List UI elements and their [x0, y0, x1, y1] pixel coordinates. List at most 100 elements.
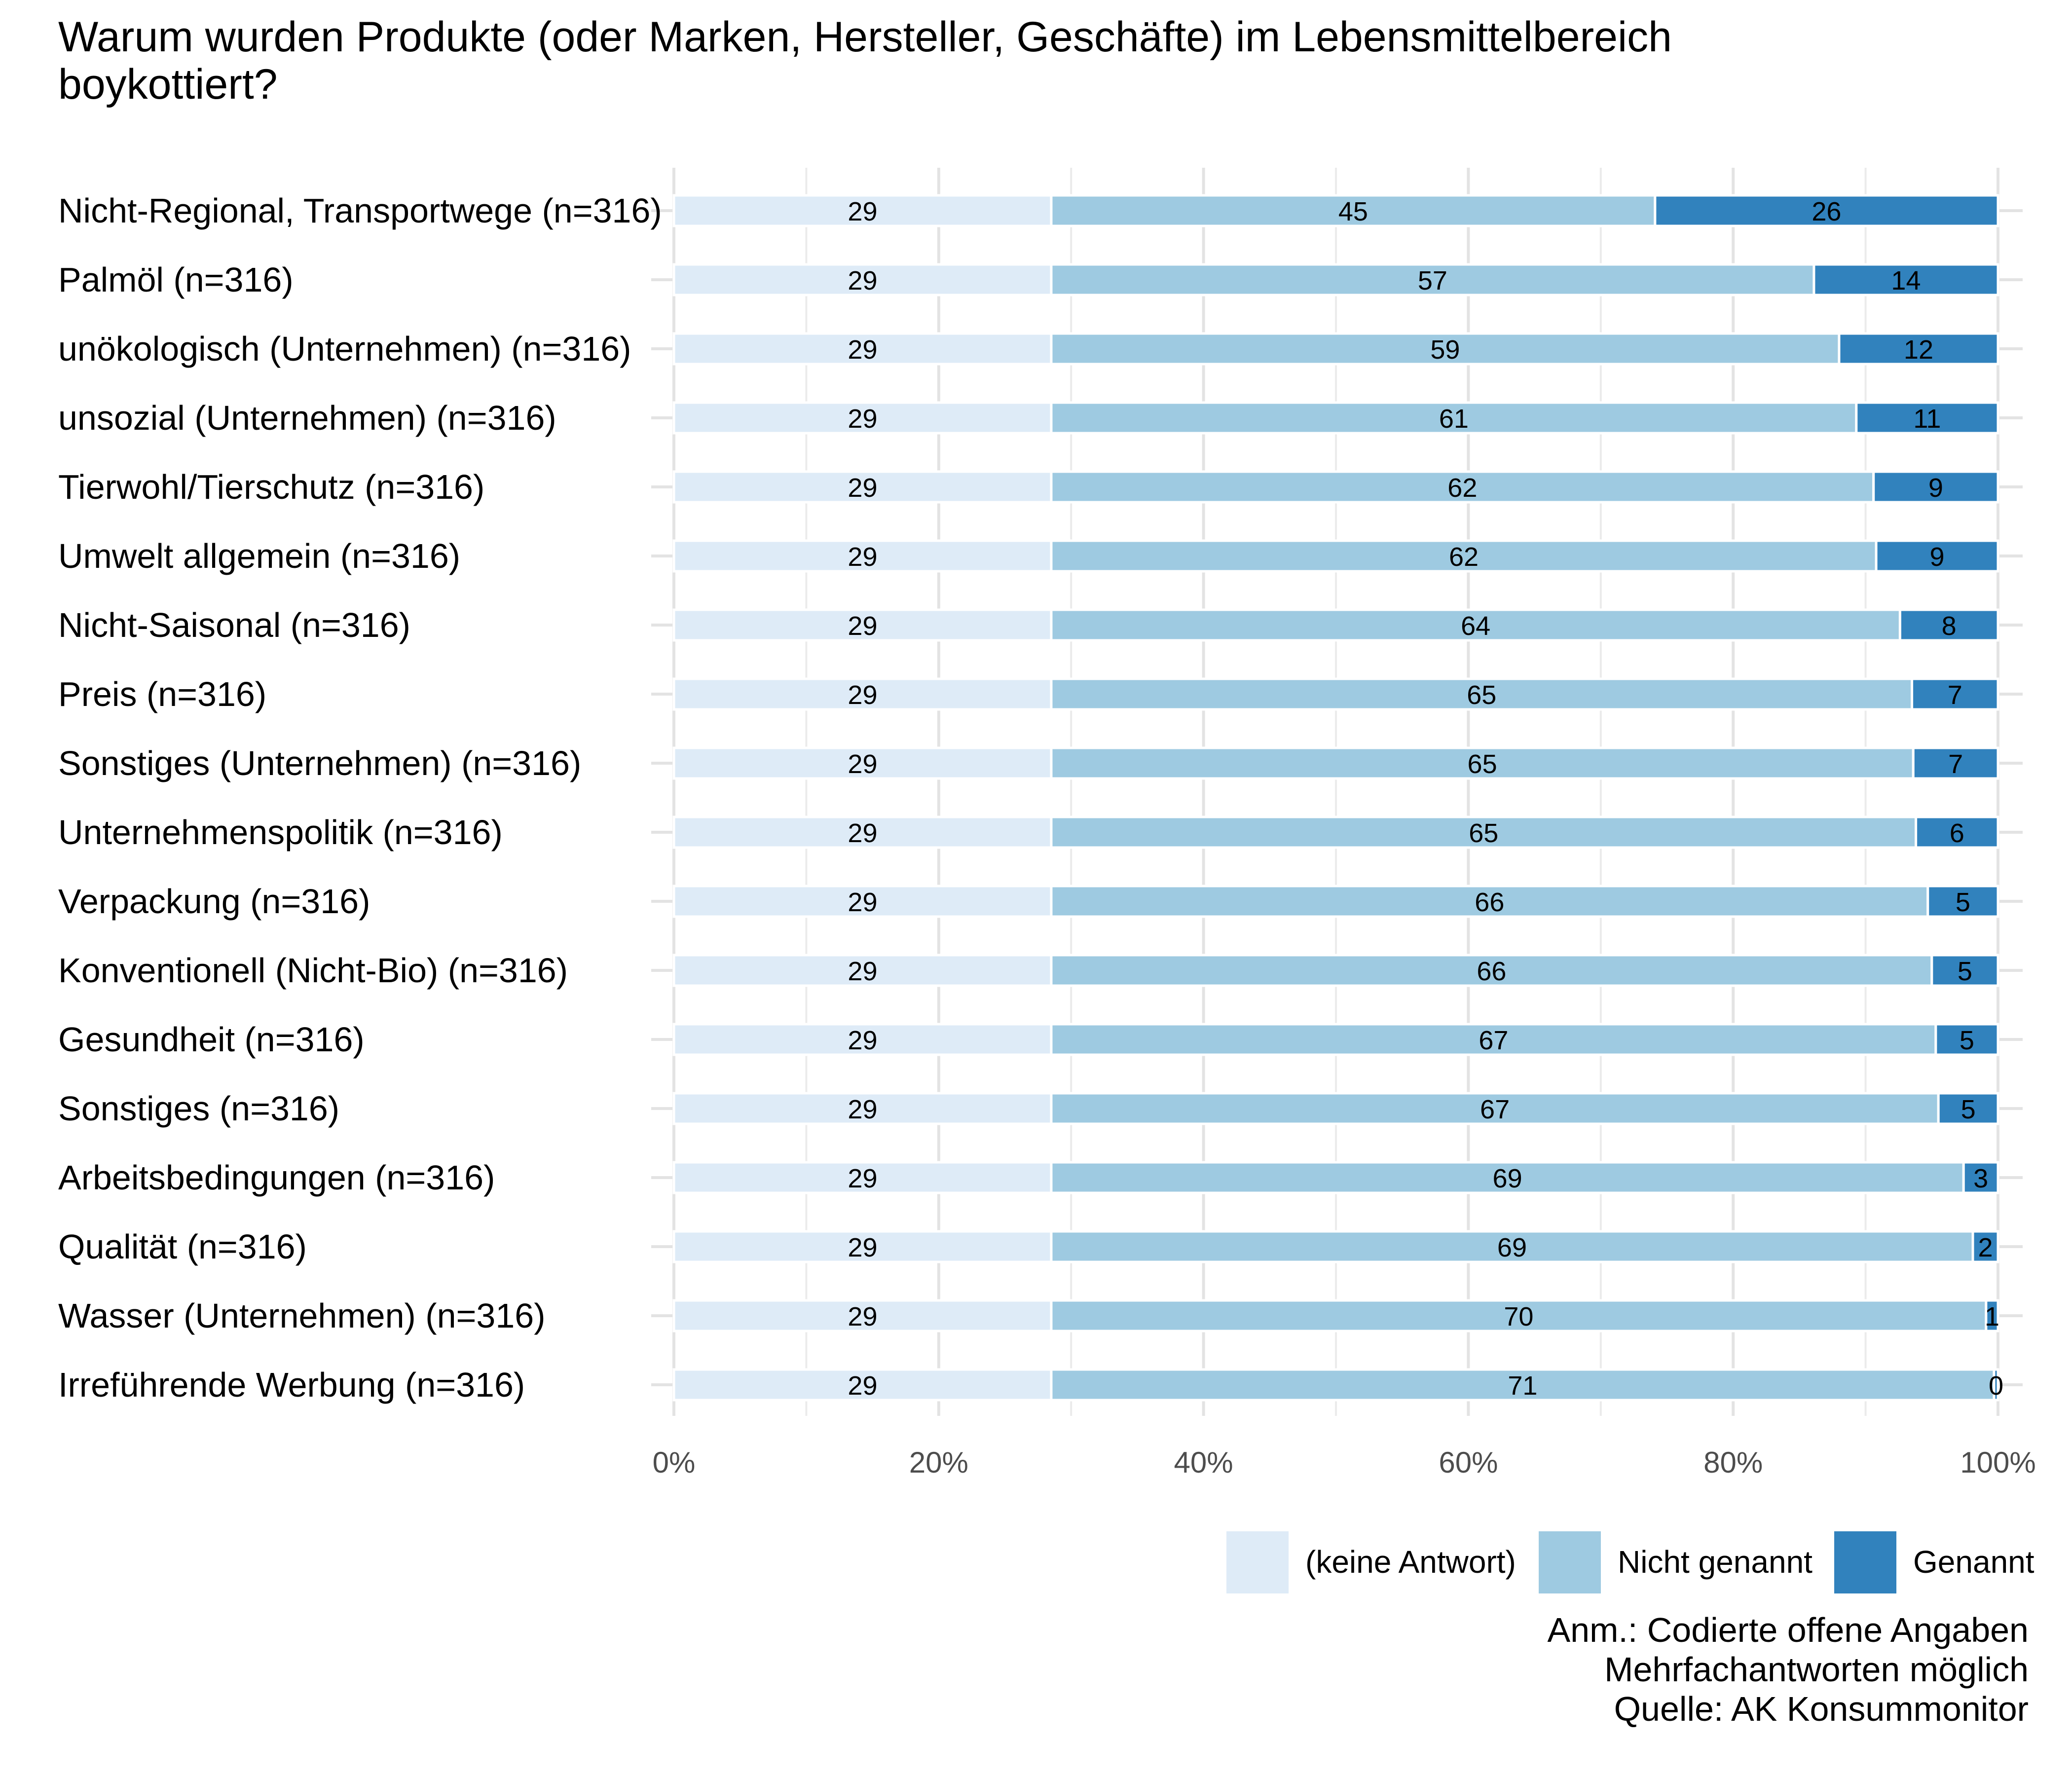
bar-value-label: 70 — [1504, 1302, 1533, 1332]
note-line-3: Quelle: AK Konsummonitor — [1614, 1690, 2029, 1728]
bar-value-label: 71 — [1508, 1371, 1537, 1401]
bar-value-label: 59 — [1430, 335, 1460, 365]
bar-segment-keine-antwort — [672, 1368, 1053, 1402]
legend-swatch — [1539, 1531, 1601, 1593]
bar-segment-genannt — [1912, 746, 1999, 780]
x-tick-label: 0% — [653, 1446, 696, 1479]
bar-value-label: 64 — [1461, 611, 1490, 641]
bar-value-label: 61 — [1439, 404, 1469, 434]
bar-value-label: 29 — [848, 335, 877, 365]
x-tick-label: 60% — [1439, 1446, 1498, 1479]
bar-segment-nicht-genannt — [1050, 1161, 1965, 1194]
bar-segment-nicht-genannt — [1050, 332, 1841, 366]
bar-value-label: 29 — [848, 888, 877, 917]
x-tick-label: 20% — [909, 1446, 968, 1479]
bar-segment-genannt — [1911, 677, 1999, 711]
bar-value-label: 29 — [848, 542, 877, 572]
bar-value-label: 29 — [848, 1095, 877, 1124]
bar-value-label: 9 — [1930, 542, 1945, 572]
category-label: Nicht-Regional, Transportwege (n=316) — [58, 191, 662, 230]
bar-segment-keine-antwort — [672, 539, 1053, 573]
bar-segment-genannt — [1872, 470, 1999, 504]
bar-segment-nicht-genannt — [1050, 401, 1858, 435]
bar-value-label: 29 — [848, 749, 877, 779]
bar-segment-nicht-genannt — [1050, 608, 1901, 642]
bar-value-label: 29 — [848, 1233, 877, 1262]
bar-segment-keine-antwort — [672, 1023, 1053, 1056]
bar-value-label: 62 — [1449, 542, 1479, 572]
bar-value-label: 7 — [1948, 680, 1962, 710]
bar-value-label: 11 — [1913, 404, 1941, 434]
category-label: unökologisch (Unternehmen) (n=316) — [58, 330, 631, 368]
category-labels: Nicht-Regional, Transportwege (n=316) Pal… — [58, 191, 662, 1404]
bar-segment-nicht-genannt — [1050, 539, 1878, 573]
bar-segment-nicht-genannt — [1050, 194, 1657, 227]
bar-segment-keine-antwort — [672, 1299, 1053, 1332]
note-line-1: Anm.: Codierte offene Angaben — [1547, 1611, 2029, 1649]
bar-value-label: 29 — [848, 197, 877, 226]
chart-title: Warum wurden Produkte (oder Marken, Hers… — [58, 13, 1672, 108]
bar-value-label: 29 — [848, 1026, 877, 1055]
bar-value-label: 65 — [1467, 680, 1496, 710]
bar-segment-genannt — [1875, 539, 1999, 573]
bar-segment-genannt — [1930, 954, 1999, 987]
bar-value-label: 65 — [1469, 818, 1498, 848]
bar-segment-nicht-genannt — [1050, 1299, 1988, 1332]
category-label: Sonstiges (n=316) — [58, 1089, 339, 1128]
bar-segment-genannt — [1915, 815, 1999, 849]
category-label: Sonstiges (Unternehmen) (n=316) — [58, 744, 581, 782]
x-axis-ticks: 0% 20% 40% 60% 80% 100% — [653, 1446, 2036, 1479]
legend-swatch — [1834, 1531, 1896, 1593]
bar-value-label: 5 — [1960, 1026, 1974, 1055]
bar-value-label: 29 — [848, 611, 877, 641]
bar-segment-genannt — [1654, 194, 1999, 227]
bar-segment-nicht-genannt — [1050, 954, 1933, 987]
bar-value-label: 66 — [1475, 888, 1504, 917]
x-tick-label: 100% — [1960, 1446, 2035, 1479]
bar-value-label: 26 — [1812, 197, 1841, 226]
x-tick-label: 80% — [1703, 1446, 1763, 1479]
bar-value-label: 29 — [848, 1164, 877, 1193]
bar-value-label: 67 — [1479, 1026, 1508, 1055]
bar-value-label: 29 — [848, 818, 877, 848]
bar-segment-nicht-genannt — [1050, 263, 1815, 296]
legend-label: Genannt — [1913, 1544, 2035, 1580]
category-label: Qualität (n=316) — [58, 1227, 307, 1266]
category-label: Arbeitsbedingungen (n=316) — [58, 1158, 495, 1197]
bar-value-label: 0 — [1989, 1371, 2003, 1401]
bar-value-label: 7 — [1948, 749, 1963, 779]
bar-segment-keine-antwort — [672, 1092, 1053, 1125]
bar-segment-nicht-genannt — [1050, 1023, 1937, 1056]
bar-segment-genannt — [1934, 1023, 1999, 1056]
bar-value-label: 29 — [848, 1371, 877, 1401]
bar-value-label: 67 — [1480, 1095, 1510, 1124]
category-label: Verpackung (n=316) — [58, 882, 370, 921]
bar-value-label: 69 — [1493, 1164, 1522, 1193]
bar-segment-keine-antwort — [672, 401, 1053, 435]
bar-segment-genannt — [1855, 401, 1999, 435]
bar-value-label: 5 — [1956, 888, 1970, 917]
bar-segment-genannt — [1813, 263, 1999, 296]
bar-segment-keine-antwort — [672, 746, 1053, 780]
category-label: Unternehmenspolitik (n=316) — [58, 813, 503, 851]
bar-value-label: 62 — [1447, 473, 1477, 503]
bar-value-label: 12 — [1904, 335, 1933, 365]
bar-value-label: 1 — [1985, 1302, 1999, 1332]
bar-value-label: 8 — [1942, 611, 1957, 641]
category-label: Tierwohl/Tierschutz (n=316) — [58, 468, 484, 506]
bar-value-label: 29 — [848, 1302, 877, 1332]
bar-value-label: 29 — [848, 957, 877, 986]
bar-segment-genannt — [1898, 608, 1999, 642]
bar-value-label: 29 — [848, 266, 877, 296]
category-label: Nicht-Saisonal (n=316) — [58, 606, 410, 644]
bar-value-label: 65 — [1468, 749, 1497, 779]
bar-segment-genannt — [1962, 1161, 1999, 1194]
category-label: Konventionell (Nicht-Bio) (n=316) — [58, 951, 568, 990]
legend-label: Nicht genannt — [1618, 1544, 1813, 1580]
chart-title-line-1: Warum wurden Produkte (oder Marken, Hers… — [58, 13, 1672, 61]
legend-label: (keine Antwort) — [1305, 1544, 1516, 1580]
category-label: Wasser (Unternehmen) (n=316) — [58, 1296, 546, 1335]
bar-segment-genannt — [1993, 1368, 1999, 1402]
bar-segment-nicht-genannt — [1050, 1368, 1996, 1402]
bar-segment-keine-antwort — [672, 608, 1053, 642]
